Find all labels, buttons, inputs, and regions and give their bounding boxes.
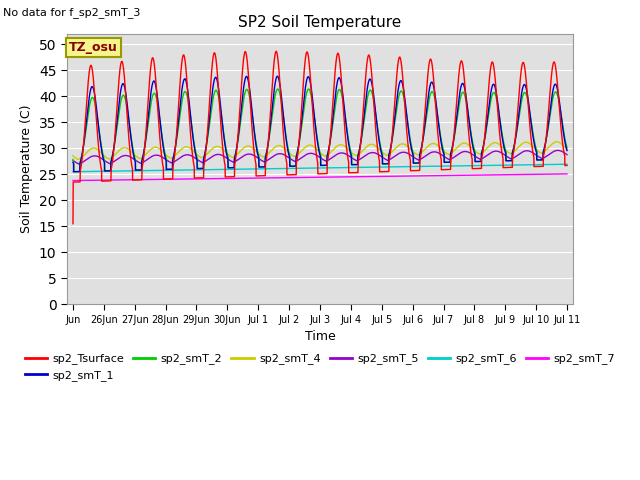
- Legend: sp2_Tsurface, sp2_smT_1, sp2_smT_2, sp2_smT_4, sp2_smT_5, sp2_smT_6, sp2_smT_7: sp2_Tsurface, sp2_smT_1, sp2_smT_2, sp2_…: [20, 349, 620, 385]
- Title: SP2 Soil Temperature: SP2 Soil Temperature: [238, 15, 402, 30]
- Y-axis label: Soil Temperature (C): Soil Temperature (C): [20, 105, 33, 233]
- X-axis label: Time: Time: [305, 330, 335, 343]
- Text: TZ_osu: TZ_osu: [69, 41, 118, 54]
- Text: No data for f_sp2_smT_3: No data for f_sp2_smT_3: [3, 7, 141, 18]
